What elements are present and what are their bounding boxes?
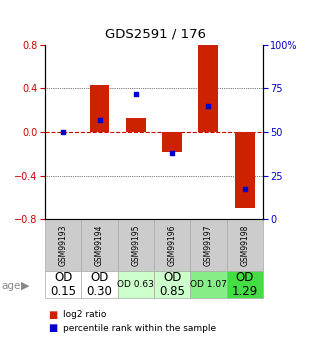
Bar (126, 118, 146, 132)
Bar (235, 132, 255, 208)
Bar (198, 45, 218, 132)
Bar (154, 219, 190, 271)
Bar (81, 271, 118, 298)
Point (169, 150, 174, 156)
Text: OD
0.85: OD 0.85 (159, 271, 185, 298)
Bar (226, 219, 263, 271)
Text: GSM99193: GSM99193 (59, 224, 68, 266)
Point (206, 103, 211, 109)
Text: GSM99195: GSM99195 (131, 224, 140, 266)
Bar (118, 219, 154, 271)
Text: log2 ratio: log2 ratio (63, 310, 106, 319)
Text: OD
0.30: OD 0.30 (86, 271, 113, 298)
Text: GSM99198: GSM99198 (240, 224, 249, 266)
Text: OD 1.07: OD 1.07 (190, 280, 227, 289)
Text: OD 0.63: OD 0.63 (117, 280, 154, 289)
Bar (190, 271, 226, 298)
Point (97, 117, 102, 122)
Bar (45, 271, 81, 298)
Text: GSM99194: GSM99194 (95, 224, 104, 266)
Text: ▶: ▶ (21, 281, 30, 290)
Point (242, 187, 247, 192)
Text: ■: ■ (48, 324, 58, 333)
Text: OD
0.15: OD 0.15 (50, 271, 76, 298)
Point (61, 129, 66, 135)
Bar (90, 85, 109, 132)
Point (133, 91, 138, 96)
Bar (162, 132, 182, 151)
Text: GSM99197: GSM99197 (204, 224, 213, 266)
Text: percentile rank within the sample: percentile rank within the sample (63, 324, 216, 333)
Text: age: age (2, 281, 21, 290)
Bar (226, 271, 263, 298)
Bar (45, 219, 81, 271)
Bar (118, 271, 154, 298)
Text: OD
1.29: OD 1.29 (231, 271, 258, 298)
Bar (190, 219, 226, 271)
Text: GDS2591 / 176: GDS2591 / 176 (105, 28, 206, 41)
Bar (81, 219, 118, 271)
Bar (154, 271, 190, 298)
Text: GSM99196: GSM99196 (168, 224, 177, 266)
Text: ■: ■ (48, 310, 58, 319)
